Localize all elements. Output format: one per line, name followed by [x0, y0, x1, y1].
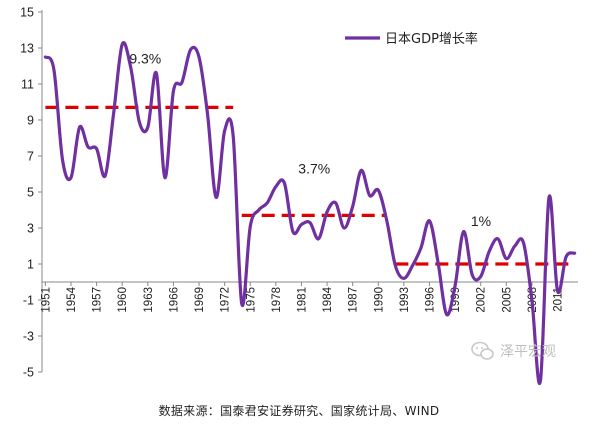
y-tick-label: 7 — [27, 150, 34, 164]
x-axis-ticks: 1951 1954 1957 1960 1963 1966 1969 1972 1975 1978… — [40, 282, 565, 313]
x-tick-label: 2005 — [501, 287, 513, 313]
x-tick-label: 1996 — [424, 287, 436, 313]
x-tick-label: 1975 — [245, 287, 257, 313]
x-tick-label: 1984 — [322, 286, 334, 312]
y-tick-label: 9 — [27, 114, 34, 128]
x-tick-label: 1966 — [168, 287, 180, 313]
x-tick-label: 1954 — [66, 286, 78, 312]
average-labels: 9.3% 3.7% 1% — [129, 50, 491, 229]
x-tick-label: 1960 — [117, 287, 129, 313]
average-label: 3.7% — [298, 160, 330, 176]
x-tick-label: 1981 — [296, 287, 308, 313]
average-label: 1% — [471, 213, 491, 229]
x-tick-label: 1993 — [399, 287, 411, 313]
x-tick-label: 1963 — [143, 287, 155, 313]
series-line-gdp — [43, 41, 577, 386]
y-tick-label: 11 — [21, 78, 34, 92]
watermark-text: 泽平宏观 — [500, 344, 556, 360]
wechat-icon — [471, 341, 494, 360]
x-tick-label: 1987 — [348, 287, 360, 313]
x-tick-label: 2011 — [553, 287, 565, 312]
x-tick-label: 2002 — [476, 287, 488, 313]
y-tick-label: 5 — [27, 186, 34, 200]
y-tick-label: 15 — [20, 6, 34, 20]
legend-label: 日本GDP增长率 — [385, 31, 478, 47]
average-label: 9.3% — [129, 50, 161, 66]
y-tick-label: -3 — [23, 330, 34, 344]
y-tick-label: 1 — [27, 258, 34, 272]
y-tick-label: 3 — [27, 222, 34, 236]
watermark: 泽平宏观 — [471, 341, 556, 360]
y-tick-label: 13 — [20, 42, 34, 56]
source-note: 数据来源：国泰君安证券研究、国家统计局、WIND — [158, 404, 440, 418]
y-axis-ticks: 15 13 11 9 7 5 3 1 -1 -3 -5 — [20, 6, 42, 380]
y-tick-label: -5 — [23, 366, 34, 380]
x-tick-label: 1978 — [271, 287, 283, 313]
x-tick-label: 1972 — [220, 287, 232, 313]
x-tick-label: 1969 — [194, 287, 206, 313]
y-tick-label: -1 — [23, 294, 34, 308]
x-tick-label: 1990 — [373, 287, 385, 313]
x-tick-label: 1951 — [40, 287, 52, 313]
legend: 日本GDP增长率 — [345, 31, 478, 47]
x-tick-label: 1957 — [92, 287, 104, 313]
